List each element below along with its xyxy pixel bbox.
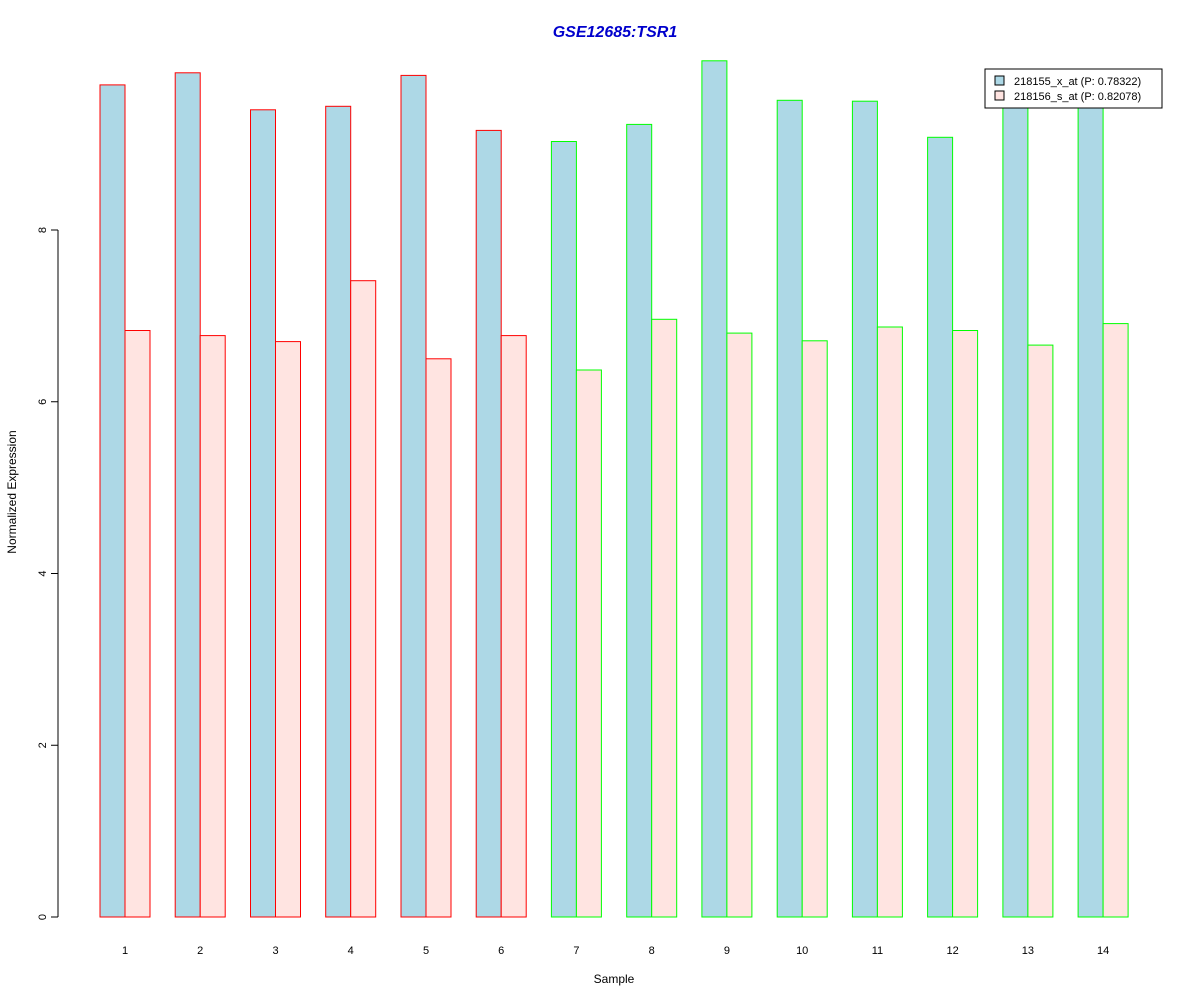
legend-label-series-2: 218156_s_at (P: 0.82078) [1014,91,1141,103]
bar-series-1-sample-2 [174,72,201,918]
x-tick-label: 4 [348,945,354,957]
y-tick-label: 4 [37,570,49,576]
bar-series-2-sample-13 [1027,344,1054,918]
legend-swatch-series-1 [994,75,1005,86]
x-tick-label: 5 [423,945,429,957]
bar-series-2-sample-3 [275,341,301,918]
x-tick-label: 6 [498,945,504,957]
bar-series-2-sample-9 [726,332,753,918]
y-tick-label: 8 [37,227,49,233]
x-axis-title: Sample [594,972,635,986]
bar-series-2-sample-1 [124,330,151,918]
bar-series-1-sample-6 [475,129,502,918]
bar-series-1-sample-4 [325,105,352,918]
bar-series-1-sample-13 [1002,90,1029,918]
bar-series-1-sample-1 [99,84,126,918]
bar-series-2-sample-14 [1102,323,1129,918]
bars [99,60,1129,918]
bar-series-1-sample-9 [701,60,728,918]
x-tick-label: 8 [649,945,655,957]
x-tick-label: 14 [1097,945,1109,957]
x-axis-labels: 1 2 3 4 5 6 7 8 9 10 11 12 13 14 [122,945,1109,957]
x-tick-label: 3 [272,945,278,957]
legend: 218155_x_at (P: 0.78322) 218156_s_at (P:… [984,68,1163,109]
bar-series-2-sample-10 [801,340,828,918]
bar-series-1-sample-5 [400,74,427,918]
bar-series-2-sample-8 [651,318,678,918]
bar-series-2-sample-7 [575,369,602,918]
bar-series-1-sample-7 [550,141,577,918]
x-tick-label: 10 [796,945,808,957]
x-tick-label: 11 [872,945,883,957]
bar-series-1-sample-11 [851,100,878,918]
bar-series-2-sample-2 [199,335,226,918]
y-tick-label: 2 [37,742,49,748]
x-tick-label: 9 [724,945,730,957]
bar-series-1-sample-14 [1077,98,1104,918]
x-tick-label: 1 [122,945,128,957]
y-tick-label: 0 [37,914,49,920]
bar-series-1-sample-3 [250,109,276,918]
bar-series-2-sample-11 [876,326,903,918]
bar-series-1-sample-8 [626,123,653,918]
y-axis: 0 2 4 6 8 [37,227,59,920]
bar-series-1-sample-10 [776,99,803,918]
chart-title: GSE12685:TSR1 [553,24,678,41]
bar-series-2-sample-5 [425,358,452,918]
legend-label-series-1: 218155_x_at (P: 0.78322) [1014,76,1141,88]
x-tick-label: 7 [573,945,579,957]
bar-series-2-sample-4 [350,280,377,918]
x-tick-label: 13 [1022,945,1034,957]
y-tick-label: 6 [37,399,49,405]
bar-series-2-sample-6 [500,335,527,918]
y-axis-title: Normalized Expression [5,430,19,553]
bar-series-1-sample-12 [927,136,954,918]
legend-swatch-series-2 [994,90,1005,101]
bar-series-2-sample-12 [952,330,979,918]
legend-box [984,68,1163,109]
x-tick-label: 2 [197,945,203,957]
x-tick-label: 12 [946,945,958,957]
